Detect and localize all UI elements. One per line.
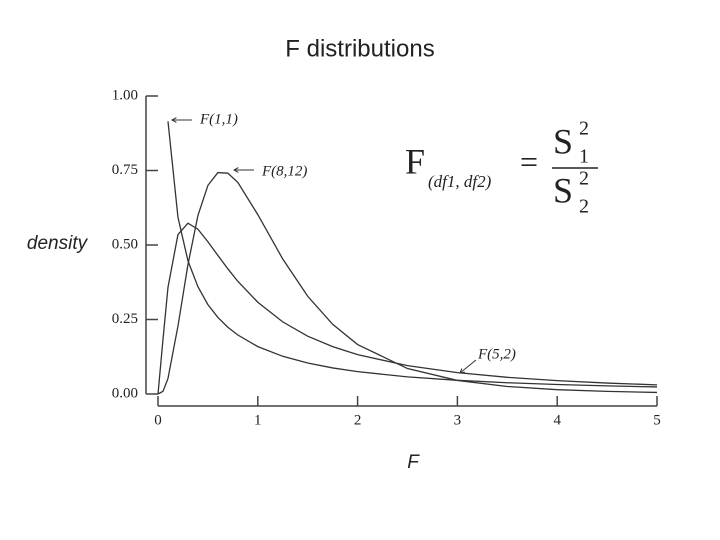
formula-lhs: F — [405, 141, 425, 181]
formula: F (df1, df2) = S 2 1 S 2 2 — [405, 118, 598, 218]
legend-label: F(1,1) — [199, 111, 238, 127]
formula-den-sup: 2 — [579, 168, 589, 190]
chart-title: F distributions — [285, 35, 434, 62]
x-tick-label: 0 — [154, 412, 162, 428]
series-line — [167, 121, 658, 388]
y-tick-label: 0.50 — [112, 236, 138, 252]
legend-label: F(8,12) — [261, 163, 307, 179]
y-tick-label: 0.75 — [112, 162, 138, 178]
formula-num: S — [553, 121, 573, 161]
label-arrowhead — [459, 368, 465, 374]
label-arrow — [459, 359, 477, 374]
formula-num-sup: 2 — [579, 118, 589, 140]
formula-lhs-sub: (df1, df2) — [428, 172, 492, 191]
series-line — [157, 171, 658, 395]
x-tick-label: 4 — [553, 412, 561, 428]
legend-label: F(5,2) — [477, 346, 516, 362]
y-tick-label: 0.00 — [112, 385, 138, 401]
formula-num-sub: 1 — [579, 146, 589, 168]
x-tick-label: 3 — [454, 412, 462, 428]
y-tick-label: 0.25 — [112, 311, 138, 327]
series-line — [157, 222, 658, 395]
formula-den: S — [553, 170, 573, 210]
y-tick-label: 1.00 — [112, 87, 138, 103]
x-tick-label: 5 — [653, 412, 661, 428]
x-tick-label: 1 — [254, 412, 262, 428]
formula-eq: = — [520, 143, 538, 179]
y-axis-label: density — [27, 233, 89, 254]
x-axis-label: F — [407, 452, 420, 473]
formula-den-sub: 2 — [579, 196, 589, 218]
label-arrowhead — [170, 117, 177, 123]
x-tick-label: 2 — [354, 412, 362, 428]
label-arrowhead — [232, 167, 239, 173]
